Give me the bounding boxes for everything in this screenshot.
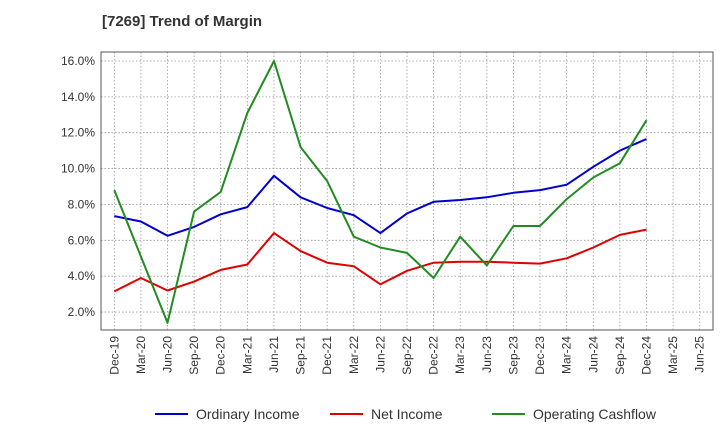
series-line-ordinary-income — [114, 138, 647, 237]
series-line-operating-cashflow — [113, 60, 648, 324]
x-tick-label: Sep-21 — [294, 336, 308, 375]
x-tick-label: Jun-23 — [480, 336, 494, 373]
x-tick-label: Jun-22 — [373, 336, 387, 373]
y-tick-label: 8.0% — [68, 197, 96, 211]
x-tick-label: Dec-24 — [639, 336, 653, 375]
y-tick-label: 4.0% — [68, 269, 96, 283]
x-tick-label: Mar-21 — [240, 336, 254, 374]
x-tick-label: Dec-20 — [214, 336, 228, 375]
y-axis-ticks: 2.0% 4.0% 6.0% 8.0% 10.0% 12.0% 14.0% 16.0% — [61, 54, 95, 319]
y-tick-label: 16.0% — [61, 54, 95, 68]
y-tick-label: 2.0% — [68, 305, 96, 319]
x-tick-label: Mar-23 — [453, 336, 467, 374]
x-tick-label: Mar-25 — [666, 336, 680, 374]
legend-label: Operating Cashflow — [533, 406, 657, 422]
legend-label: Net Income — [371, 406, 443, 422]
x-tick-label: Mar-20 — [134, 336, 148, 374]
x-tick-label: Sep-22 — [400, 336, 414, 375]
x-tick-label: Dec-19 — [107, 336, 121, 375]
x-tick-label: Mar-24 — [560, 336, 574, 374]
chart-title: [7269] Trend of Margin — [102, 13, 263, 30]
x-tick-label: Dec-21 — [320, 336, 334, 375]
plot-area-border — [100, 51, 714, 331]
y-tick-label: 12.0% — [61, 126, 95, 140]
x-tick-label: Jun-25 — [693, 336, 707, 373]
grid-lines — [101, 52, 713, 330]
x-tick-label: Sep-23 — [506, 336, 520, 375]
x-tick-label: Mar-22 — [347, 336, 361, 374]
x-tick-label: Jun-20 — [161, 336, 175, 373]
x-tick-label: Jun-21 — [267, 336, 281, 373]
x-tick-label: Sep-24 — [613, 336, 627, 375]
x-axis-ticks: Dec-19 Mar-20 Jun-20 Sep-20 Dec-20 Mar-21 Jun-… — [107, 336, 706, 375]
x-tick-label: Sep-20 — [187, 336, 201, 375]
series-line-net-income — [113, 228, 647, 293]
y-tick-label: 14.0% — [61, 90, 95, 104]
legend: Ordinary Income Net Income Operating Cashf… — [155, 406, 657, 422]
x-tick-label: Dec-23 — [533, 336, 547, 375]
y-tick-label: 6.0% — [68, 233, 96, 247]
y-tick-label: 10.0% — [61, 162, 95, 176]
x-tick-label: Jun-24 — [586, 336, 600, 373]
legend-label: Ordinary Income — [196, 406, 300, 422]
series-lines — [113, 60, 648, 324]
x-tick-label: Dec-22 — [427, 336, 441, 375]
